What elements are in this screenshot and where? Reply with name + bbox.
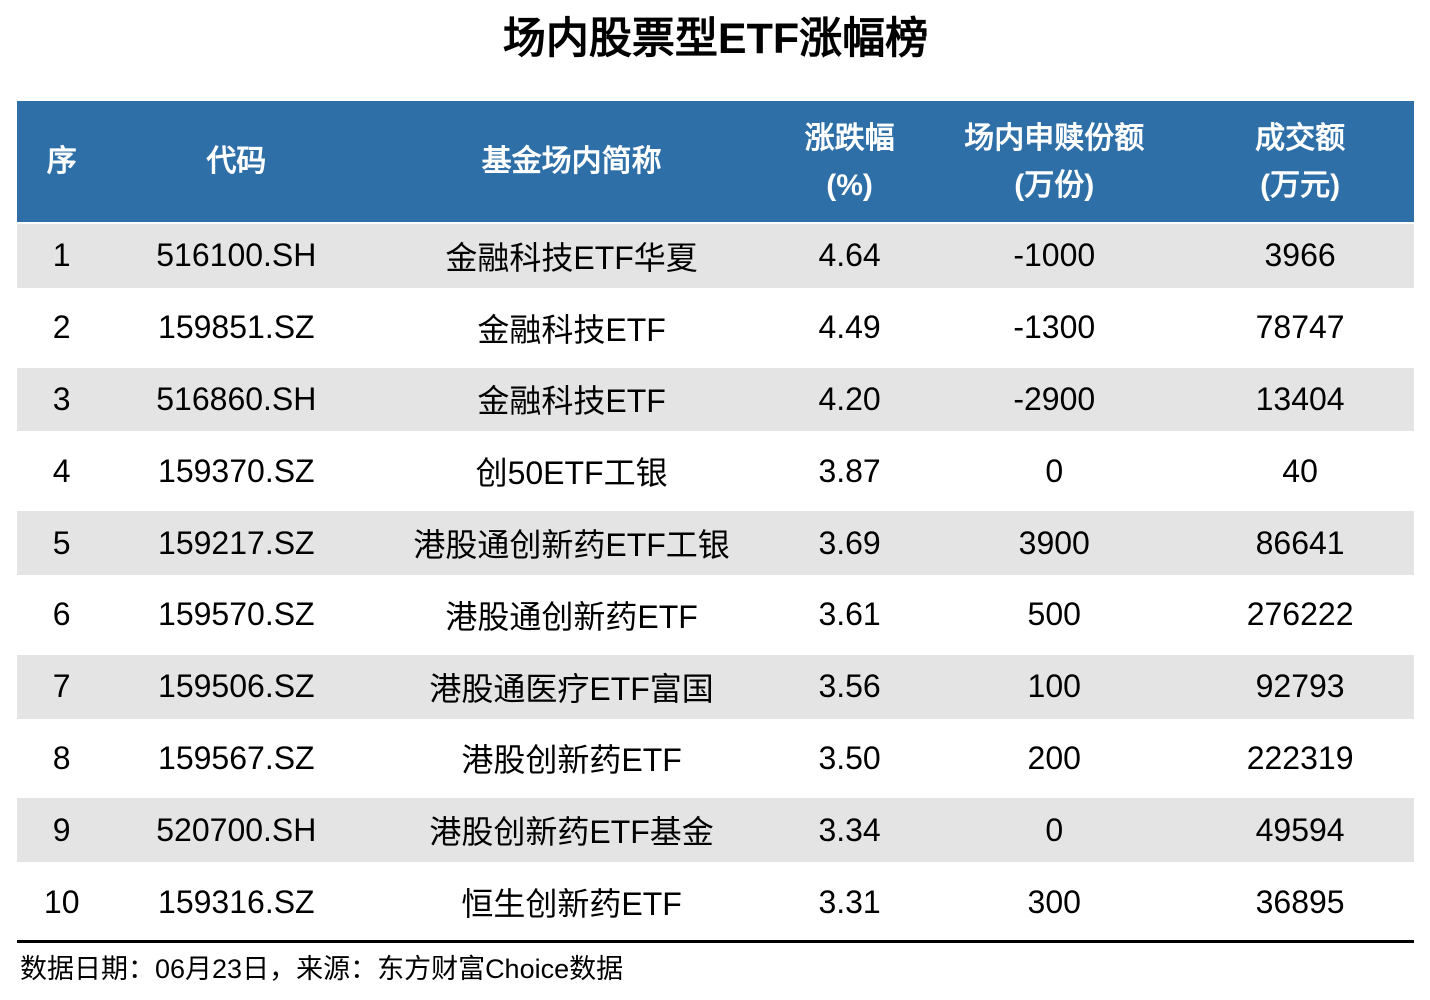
table-cell: 4.64: [818, 237, 881, 274]
table-cell: 200: [1027, 739, 1081, 776]
table-row: 10 159316.SZ 恒生创新药ETF 3.31 300 36895: [17, 868, 1414, 940]
table-cell: 6: [52, 596, 71, 633]
column-header-label: 成交额: [1255, 121, 1346, 155]
column-header-2: 基金场内简称: [366, 101, 777, 222]
column-header-unit: (%): [826, 168, 873, 202]
table-cell: 0: [1045, 452, 1064, 489]
etf-table: 序 代码 基金场内简称 涨跌幅 (%) 场内申赎份额 (万份) 成交额 (万元) 1 516100…: [17, 101, 1414, 943]
table-row: 1 516100.SH 金融科技ETF华夏 4.64 -1000 3966: [17, 222, 1414, 294]
table-cell: 3.69: [818, 524, 881, 561]
column-header-label: 基金场内简称: [481, 145, 662, 178]
table-cell: 276222: [1246, 596, 1354, 633]
table-cell: 222319: [1246, 739, 1354, 776]
table-cell: 5: [52, 524, 71, 561]
column-header-4: 场内申赎份额 (万份): [922, 101, 1186, 222]
table-cell: 港股通医疗ETF富国: [429, 670, 714, 707]
table-cell: 516100.SH: [156, 237, 317, 274]
table-cell: -1300: [1013, 309, 1096, 346]
column-header-label: 序: [46, 145, 77, 178]
table-cell: 金融科技ETF: [477, 383, 666, 420]
column-header-label: 代码: [206, 145, 267, 178]
table-row: 8 159567.SZ 港股创新药ETF 3.50 200 222319: [17, 724, 1414, 797]
table-cell: 3.34: [818, 811, 881, 848]
table-cell: 3.31: [818, 883, 881, 920]
table-cell: 2: [52, 309, 71, 346]
table-cell: 金融科技ETF华夏: [445, 239, 698, 276]
table-cell: -1000: [1013, 237, 1096, 274]
column-header-unit: (万份): [1014, 168, 1095, 202]
column-header-label: 场内申赎份额: [964, 121, 1145, 155]
table-row: 6 159570.SZ 港股通创新药ETF 3.61 500 276222: [17, 580, 1414, 653]
table-cell: 13404: [1255, 380, 1345, 417]
table-cell: 4.20: [818, 380, 881, 417]
table-cell: 4.49: [818, 309, 881, 346]
table-cell: 10: [43, 883, 80, 920]
table-cell: 159567.SZ: [158, 739, 315, 776]
table-cell: 3.56: [818, 668, 881, 705]
table-cell: 159316.SZ: [158, 883, 315, 920]
table-row: 9 520700.SH 港股创新药ETF基金 3.34 0 49594: [17, 796, 1414, 869]
page-title: 场内股票型ETF涨幅榜: [502, 15, 929, 63]
table-cell: 3.87: [818, 452, 881, 489]
table-cell: 港股创新药ETF基金: [429, 814, 714, 851]
table-row: 2 159851.SZ 金融科技ETF 4.49 -1300 78747: [17, 293, 1414, 366]
source-note: 数据日期：06月23日，来源：东方财富Choice数据: [20, 953, 624, 984]
table-cell: 港股通创新药ETF: [445, 598, 698, 635]
table-cell: 创50ETF工银: [475, 455, 668, 492]
table-cell: 500: [1027, 596, 1081, 633]
table-cell: 300: [1027, 883, 1081, 920]
table-cell: 92793: [1255, 668, 1345, 705]
table-cell: 159217.SZ: [158, 524, 315, 561]
table-cell: 金融科技ETF: [477, 311, 666, 348]
table-cell: 港股通创新药ETF工银: [413, 527, 730, 564]
table-cell: 159570.SZ: [158, 596, 315, 633]
table-cell: 40: [1282, 452, 1318, 489]
table-cell: 49594: [1255, 811, 1345, 848]
table-cell: 516860.SH: [156, 380, 317, 417]
table-cell: -2900: [1013, 380, 1096, 417]
column-header-0: 序: [17, 101, 106, 222]
table-cell: 7: [52, 668, 71, 705]
table-cell: 36895: [1255, 883, 1345, 920]
table-cell: 520700.SH: [156, 811, 317, 848]
table-cell: 100: [1027, 668, 1081, 705]
table-cell: 3966: [1264, 237, 1336, 274]
column-header-3: 涨跌幅 (%): [777, 101, 922, 222]
table-cell: 8: [52, 739, 71, 776]
table-cell: 3: [52, 380, 71, 417]
table-row: 3 516860.SH 金融科技ETF 4.20 -2900 13404: [17, 365, 1414, 438]
table-cell: 78747: [1255, 309, 1345, 346]
column-header-1: 代码: [106, 101, 366, 222]
column-header-5: 成交额 (万元): [1186, 101, 1414, 222]
column-header-label: 涨跌幅: [804, 121, 895, 155]
table-cell: 9: [52, 811, 71, 848]
table-cell: 1: [52, 237, 71, 274]
table-cell: 3.61: [818, 596, 881, 633]
table-cell: 恒生创新药ETF: [461, 886, 682, 923]
table-header-row: 序 代码 基金场内简称 涨跌幅 (%) 场内申赎份额 (万份) 成交额 (万元): [17, 101, 1414, 222]
table-cell: 86641: [1255, 524, 1345, 561]
table-cell: 4: [52, 452, 71, 489]
table-body: 1 516100.SH 金融科技ETF华夏 4.64 -1000 3966 2 159851.…: [17, 222, 1414, 943]
table-row: 5 159217.SZ 港股通创新药ETF工银 3.69 3900 86641: [17, 509, 1414, 581]
table-cell: 159370.SZ: [158, 452, 315, 489]
column-header-unit: (万元): [1260, 168, 1341, 202]
table-cell: 3.50: [818, 739, 881, 776]
table-cell: 0: [1045, 811, 1064, 848]
table-cell: 港股创新药ETF: [461, 742, 682, 779]
table-cell: 3900: [1018, 524, 1090, 561]
table-cell: 159851.SZ: [158, 309, 315, 346]
table-row: 7 159506.SZ 港股通医疗ETF富国 3.56 100 92793: [17, 652, 1414, 725]
table-cell: 159506.SZ: [158, 668, 315, 705]
table-row: 4 159370.SZ 创50ETF工银 3.87 0 40: [17, 437, 1414, 510]
